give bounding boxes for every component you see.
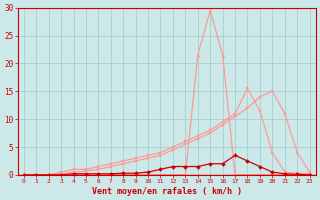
- X-axis label: Vent moyen/en rafales ( km/h ): Vent moyen/en rafales ( km/h ): [92, 187, 242, 196]
